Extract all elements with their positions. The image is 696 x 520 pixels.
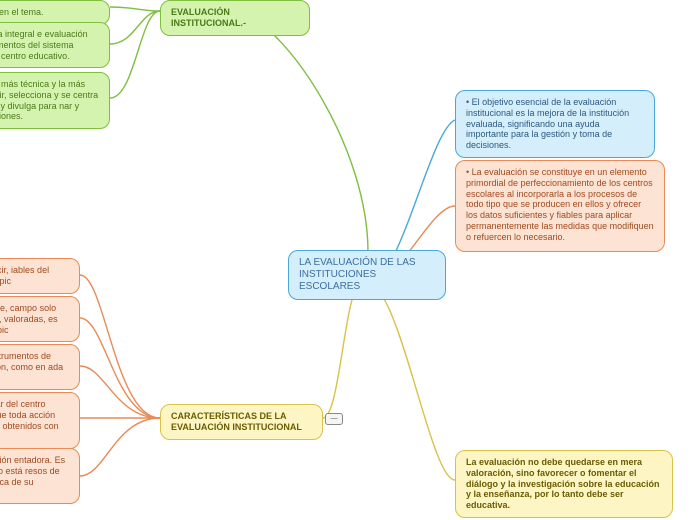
node-c1[interactable]: rehensiva: es decir, iables del objeto c…: [0, 258, 80, 294]
node-n3[interactable]: La evaluación no debe quedarse en mera v…: [455, 450, 673, 518]
node-n5[interactable]: CARACTERÍSTICAS DE LA EVALUACIÓN INSTITU…: [160, 404, 323, 440]
node-c3[interactable]: cir, ser válida en trumentos de medida r…: [0, 344, 80, 390]
node-l2[interactable]: antear un sistema integral e evaluación …: [0, 22, 110, 68]
node-l3[interactable]: aluación no es la más técnica y la más o…: [0, 72, 110, 129]
node-n4[interactable]: EVALUACIÓN INSTITUCIONAL.-: [160, 0, 310, 36]
node-c5[interactable]: onde a la dimensión entadora. Es decir, …: [0, 448, 80, 504]
node-c2[interactable]: nto, habitualmente, campo solo pueden po…: [0, 296, 80, 342]
center-node[interactable]: LA EVALUACIÓN DE LAS INSTITUCIONES ESCOL…: [288, 250, 446, 300]
node-c4[interactable]: procura relacionar del centro educativo.…: [0, 392, 80, 449]
node-n2[interactable]: • La evaluación se constituye en un elem…: [455, 160, 665, 252]
node-n1[interactable]: • El objetivo esencial de la evaluación …: [455, 90, 655, 158]
expand-icon[interactable]: —: [325, 413, 343, 425]
